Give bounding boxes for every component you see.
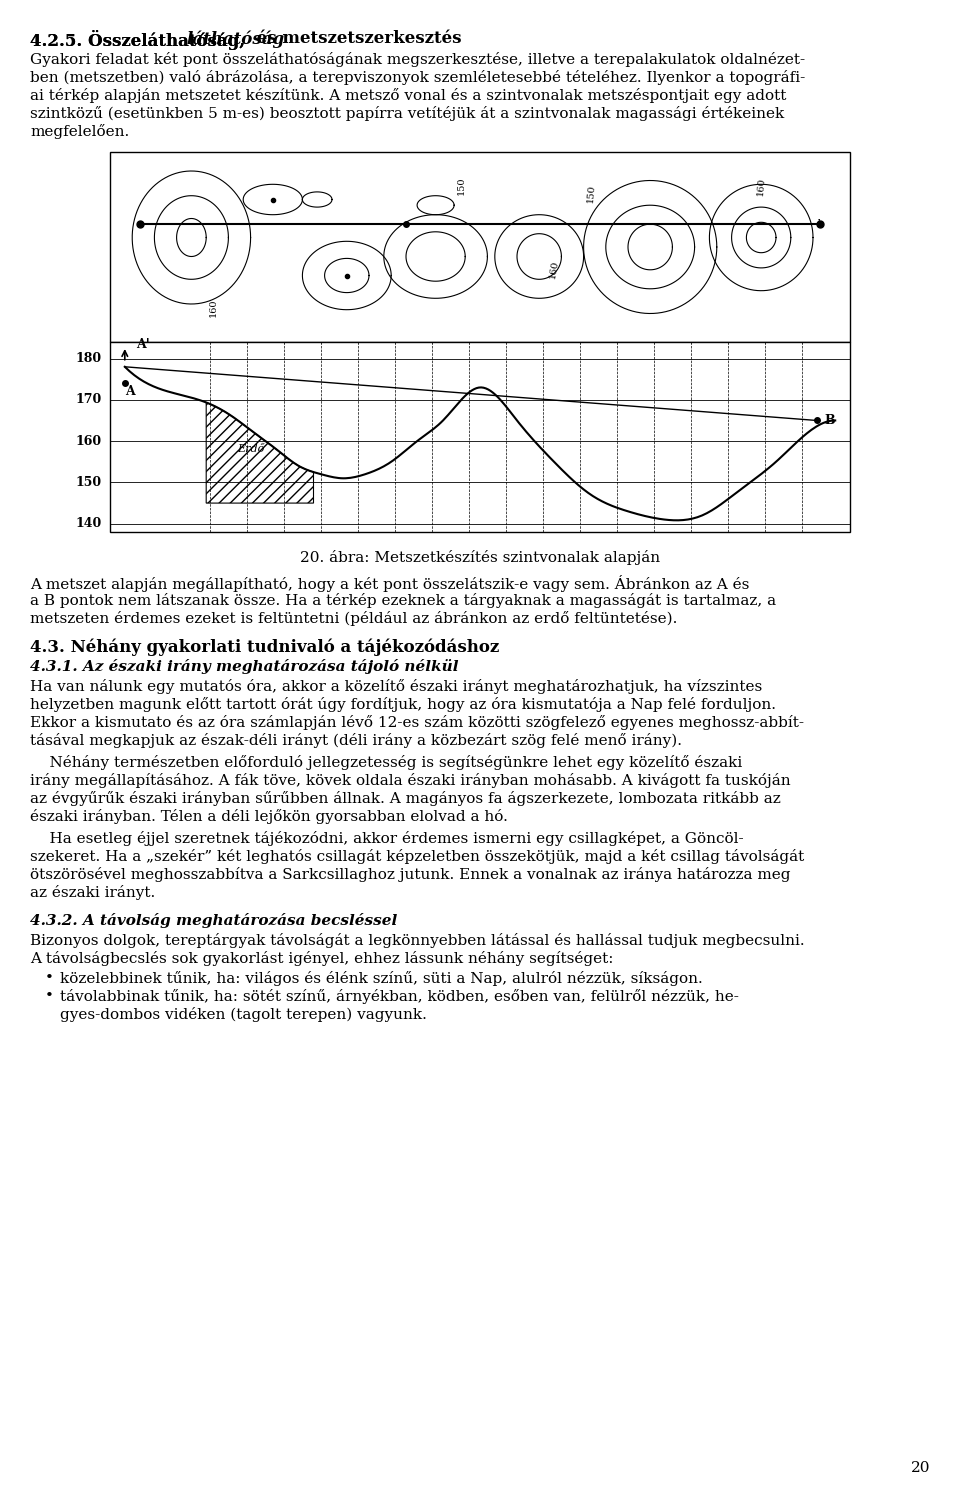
Text: •: • (45, 970, 54, 985)
Text: 160: 160 (76, 434, 102, 448)
Text: B: B (824, 414, 835, 427)
Text: szintközű (esetünkben 5 m-es) beosztott papírra vetítéjük át a szintvonalak maga: szintközű (esetünkben 5 m-es) beosztott … (30, 106, 784, 121)
Text: 150: 150 (76, 476, 102, 488)
Text: 4.2.5. Összeláthatóság,: 4.2.5. Összeláthatóság, (30, 30, 251, 49)
Text: az északi irányt.: az északi irányt. (30, 885, 156, 900)
Text: A: A (125, 385, 134, 399)
Text: 20. ábra: Metszetkészítés szintvonalak alapján: 20. ábra: Metszetkészítés szintvonalak a… (300, 549, 660, 564)
Text: ai térkép alapján metszetet készítünk. A metsző vonal és a szintvonalak metszésp: ai térkép alapján metszetet készítünk. A… (30, 88, 786, 103)
Text: az évgyűrűk északi irányban sűrűbben állnak. A magányos fa ágszerkezete, lomboza: az évgyűrűk északi irányban sűrűbben áll… (30, 791, 780, 806)
Bar (110, 342, 850, 532)
Text: a B pontok nem látszanak össze. Ha a térkép ezeknek a tárgyaknak a magasságát is: a B pontok nem látszanak össze. Ha a tér… (30, 593, 776, 608)
Text: gyes-dombos vidéken (tagolt terepen) vagyunk.: gyes-dombos vidéken (tagolt terepen) vag… (60, 1006, 427, 1023)
Text: Erdő: Erdő (237, 445, 264, 454)
Text: 4.3.1. Az északi irány meghatározása tájoló nélkül: 4.3.1. Az északi irány meghatározása táj… (30, 658, 459, 673)
Text: és metszetszerkesztés: és metszetszerkesztés (251, 30, 462, 46)
Text: láthatóság: láthatóság (186, 30, 284, 48)
Text: irány megállapításához. A fák töve, kövek oldala északi irányban mohásabb. A kiv: irány megállapításához. A fák töve, köve… (30, 773, 791, 788)
Text: A': A' (136, 337, 150, 351)
Text: szekeret. Ha a „szekér” két leghatós csillagát képzeletben összekötjük, majd a k: szekeret. Ha a „szekér” két leghatós csi… (30, 850, 804, 864)
Text: tásával megkapjuk az észak-déli irányt (déli irány a közbezárt szög felé menő ir: tásával megkapjuk az észak-déli irányt (… (30, 733, 682, 748)
Text: közelebbinek tűnik, ha: világos és élénk színű, süti a Nap, alulról nézzük, síks: közelebbinek tűnik, ha: világos és élénk… (60, 970, 703, 985)
Text: 4.2.5. Összeláthatóság,: 4.2.5. Összeláthatóság, (30, 30, 251, 49)
Text: 20: 20 (910, 1462, 930, 1475)
Text: helyzetben magunk előtt tartott órát úgy fordítjuk, hogy az óra kismutatója a Na: helyzetben magunk előtt tartott órát úgy… (30, 697, 776, 712)
Text: A metszet alapján megállapítható, hogy a két pont összelátszik-e vagy sem. Ábrán: A metszet alapján megállapítható, hogy a… (30, 575, 750, 593)
Text: távolabbinak tűnik, ha: sötét színű, árnyékban, ködben, esőben van, felülről néz: távolabbinak tűnik, ha: sötét színű, árn… (60, 988, 739, 1003)
Text: 170: 170 (76, 393, 102, 406)
Text: •: • (45, 988, 54, 1003)
Text: 4.3. Néhány gyakorlati tudnivaló a tájékozódáshoz: 4.3. Néhány gyakorlati tudnivaló a tájék… (30, 639, 499, 657)
Text: 160: 160 (209, 299, 218, 317)
Text: Ha esetleg éjjel szeretnek tájékozódni, akkor érdemes ismerni egy csillagképet, : Ha esetleg éjjel szeretnek tájékozódni, … (30, 832, 744, 847)
Text: ötszörösével meghosszabbítva a Sarkcsillaghoz jutunk. Ennek a vonalnak az iránya: ötszörösével meghosszabbítva a Sarkcsill… (30, 867, 790, 882)
Text: 160: 160 (756, 176, 766, 196)
Text: A távolságbecslés sok gyakorlást igényel, ehhez lássunk néhány segítséget:: A távolságbecslés sok gyakorlást igényel… (30, 951, 613, 966)
Text: a: a (136, 219, 143, 230)
Text: 180: 180 (76, 352, 102, 364)
Text: ben (metszetben) való ábrázolása, a terepviszonyok szemléletesebbé tételéhez. Il: ben (metszetben) való ábrázolása, a tere… (30, 70, 805, 85)
Bar (110, 152, 850, 342)
Text: 150: 150 (457, 178, 466, 196)
Text: megfelelően.: megfelelően. (30, 124, 130, 139)
Text: b: b (817, 219, 824, 230)
Text: 140: 140 (76, 517, 102, 530)
Bar (110, 152, 850, 532)
Text: Néhány természetben előforduló jellegzetesség is segítségünkre lehet egy közelít: Néhány természetben előforduló jellegzet… (30, 755, 742, 770)
Text: Ha van nálunk egy mutatós óra, akkor a közelítő északi irányt meghatározhatjuk, : Ha van nálunk egy mutatós óra, akkor a k… (30, 679, 762, 694)
Text: metszeten érdemes ezeket is feltüntetni (például az ábránkon az erdő feltüntetés: metszeten érdemes ezeket is feltüntetni … (30, 611, 678, 626)
Text: Bizonyos dolgok, tereptárgyak távolságát a legkönnyebben látással és hallással t: Bizonyos dolgok, tereptárgyak távolságát… (30, 933, 804, 948)
Text: 150: 150 (586, 184, 596, 203)
Text: Ekkor a kismutato és az óra számlapján lévő 12-es szám közötti szögfelező egyene: Ekkor a kismutato és az óra számlapján l… (30, 715, 804, 730)
Text: északi irányban. Télen a déli lejőkön gyorsabban elolvad a hó.: északi irányban. Télen a déli lejőkön gy… (30, 809, 508, 824)
Text: 160: 160 (548, 260, 560, 279)
Text: 4.3.2. A távolság meghatározása becsléssel: 4.3.2. A távolság meghatározása becsléss… (30, 914, 397, 929)
Polygon shape (206, 403, 314, 503)
Text: Gyakori feladat két pont összeláthatóságának megszerkesztése, illetve a terepala: Gyakori feladat két pont összeláthatóság… (30, 52, 805, 67)
